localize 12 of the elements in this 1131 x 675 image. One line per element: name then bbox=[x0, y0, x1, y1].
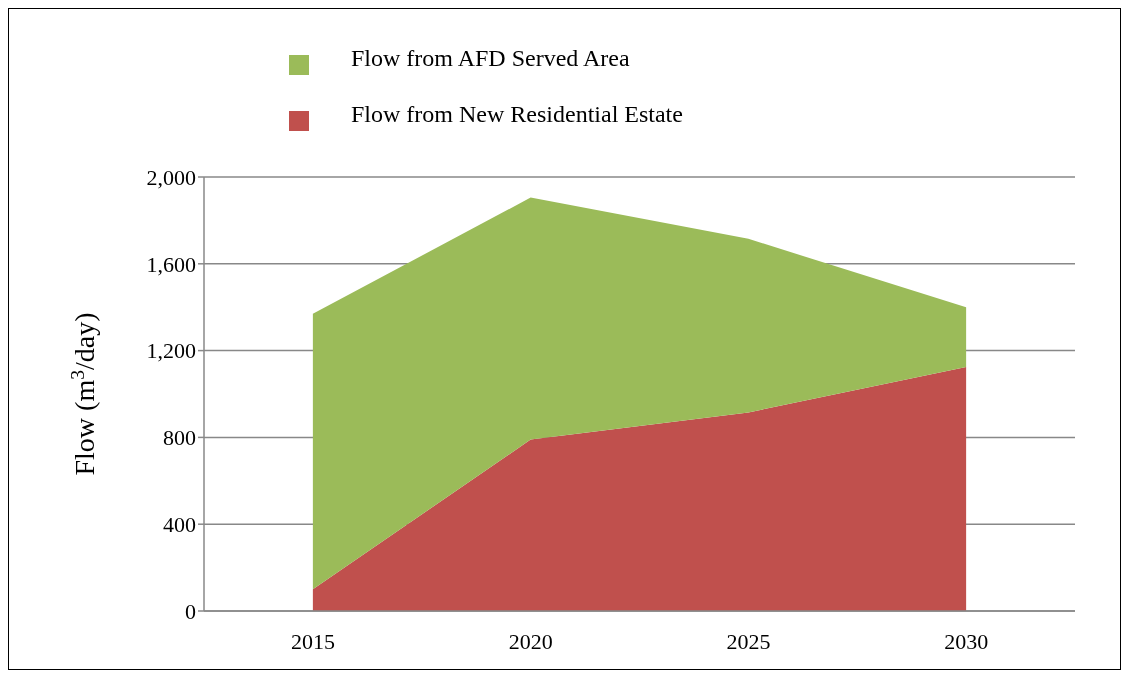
x-tick-label: 2015 bbox=[290, 628, 335, 654]
y-tick-label: 2,000 bbox=[146, 164, 196, 190]
legend-label: Flow from AFD Served Area bbox=[351, 44, 630, 72]
x-tick-label: 2020 bbox=[508, 628, 553, 654]
legend-label: Flow from New Residential Estate bbox=[351, 100, 683, 128]
x-tick-label: 2030 bbox=[944, 628, 989, 654]
y-tick-label: 1,600 bbox=[146, 251, 196, 277]
y-tick-label: 800 bbox=[163, 425, 196, 451]
y-tick-label: 400 bbox=[163, 512, 196, 538]
y-tick-label: 0 bbox=[185, 598, 196, 624]
x-tick-label: 2025 bbox=[726, 628, 771, 654]
y-tick-label: 1,200 bbox=[146, 338, 196, 364]
